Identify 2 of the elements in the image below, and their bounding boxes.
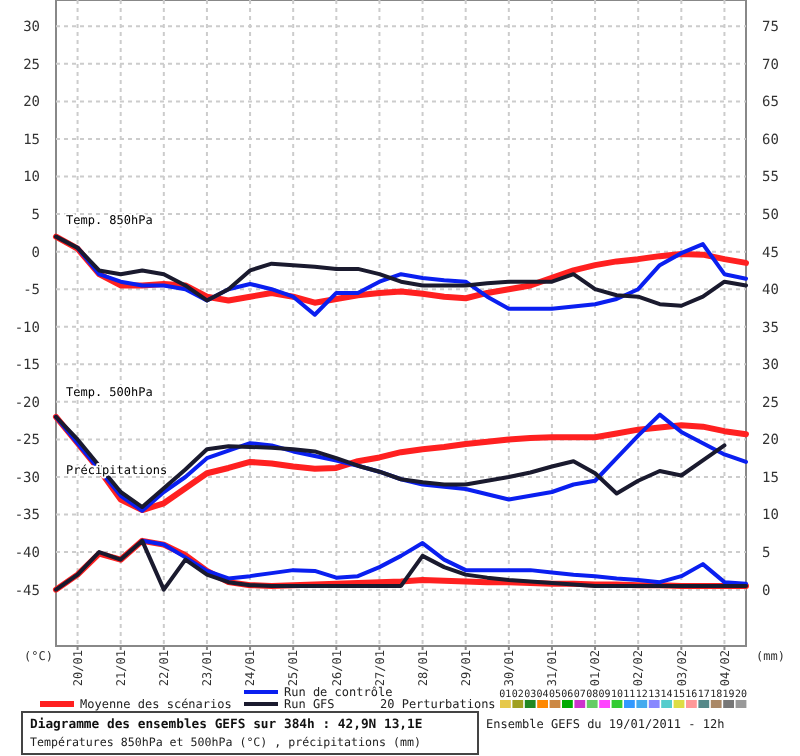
line-series bbox=[75, 242, 748, 317]
line-series bbox=[140, 538, 748, 586]
